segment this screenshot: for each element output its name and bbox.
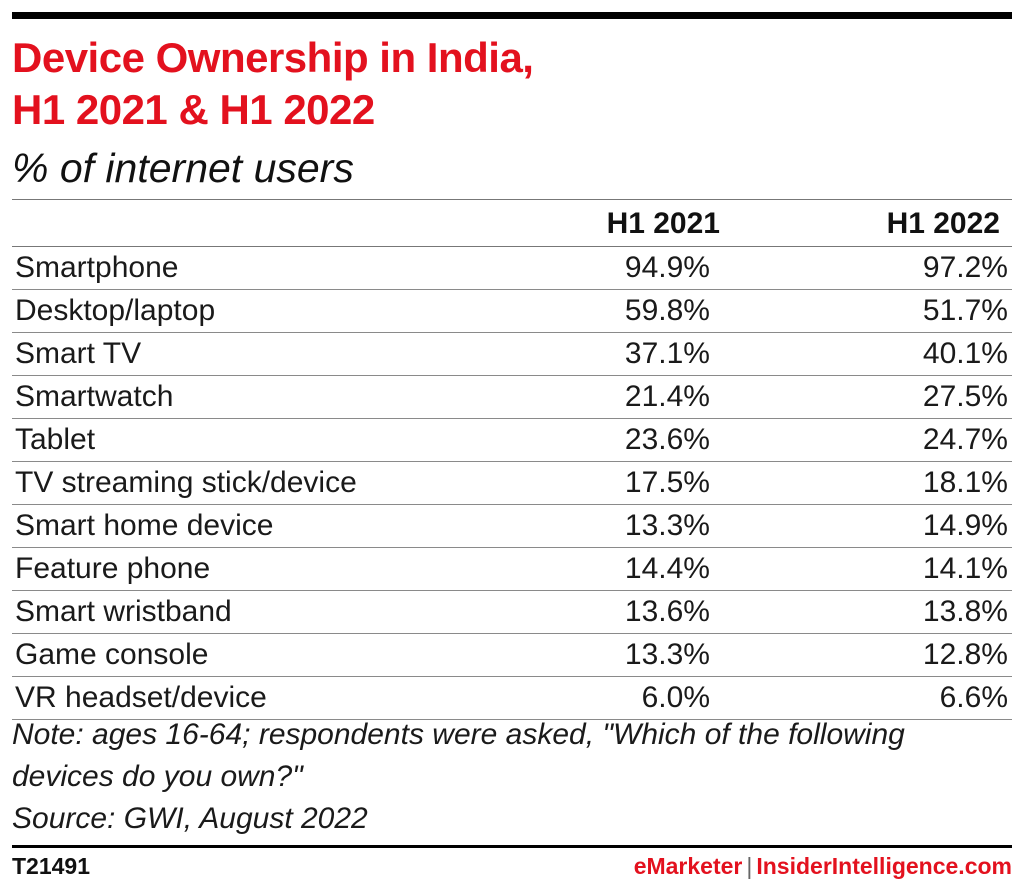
row-label: Desktop/laptop bbox=[15, 294, 216, 327]
value-h1-2021: 23.6% bbox=[624, 423, 710, 456]
top-rule bbox=[12, 12, 1012, 19]
header-bottom-rule bbox=[12, 246, 1012, 247]
row-label: Game console bbox=[15, 638, 209, 671]
value-h1-2022: 40.1% bbox=[922, 337, 1008, 370]
value-h1-2022: 24.7% bbox=[922, 423, 1008, 456]
value-h1-2021: 59.8% bbox=[624, 294, 710, 327]
column-header-h1-2021: H1 2021 bbox=[606, 207, 720, 240]
table-row: VR headset/device 6.0% 6.6% bbox=[12, 677, 1012, 720]
row-label: Smartphone bbox=[15, 251, 179, 284]
value-h1-2022: 6.6% bbox=[939, 681, 1008, 714]
table-row: Smart home device 13.3% 14.9% bbox=[12, 505, 1012, 548]
table-row: Game console 13.3% 12.8% bbox=[12, 634, 1012, 677]
table-row: Feature phone 14.4% 14.1% bbox=[12, 548, 1012, 591]
table-row: TV streaming stick/device 17.5% 18.1% bbox=[12, 462, 1012, 505]
row-label: TV streaming stick/device bbox=[15, 466, 357, 499]
row-label: VR headset/device bbox=[15, 681, 267, 714]
row-label: Feature phone bbox=[15, 552, 211, 585]
table-row: Smartphone 94.9% 97.2% bbox=[12, 247, 1012, 290]
chart-source: Source: GWI, August 2022 bbox=[12, 802, 368, 835]
value-h1-2021: 13.6% bbox=[624, 595, 710, 628]
table-row: Desktop/laptop 59.8% 51.7% bbox=[12, 290, 1012, 333]
value-h1-2021: 21.4% bbox=[624, 380, 710, 413]
value-h1-2022: 18.1% bbox=[922, 466, 1008, 499]
brand-separator: | bbox=[746, 853, 753, 879]
table-row: Tablet 23.6% 24.7% bbox=[12, 419, 1012, 462]
chart-id: T21491 bbox=[12, 853, 91, 879]
value-h1-2021: 37.1% bbox=[624, 337, 710, 370]
value-h1-2022: 14.9% bbox=[922, 509, 1008, 542]
value-h1-2021: 14.4% bbox=[624, 552, 710, 585]
row-label: Smart home device bbox=[15, 509, 274, 542]
table-row: Smartwatch 21.4% 27.5% bbox=[12, 376, 1012, 419]
value-h1-2022: 97.2% bbox=[922, 251, 1008, 284]
row-label: Smart wristband bbox=[15, 595, 232, 628]
value-h1-2021: 13.3% bbox=[624, 509, 710, 542]
header-top-rule bbox=[12, 199, 1012, 200]
value-h1-2022: 12.8% bbox=[922, 638, 1008, 671]
value-h1-2022: 27.5% bbox=[922, 380, 1008, 413]
title-line-1: Device Ownership in India, bbox=[12, 34, 534, 81]
column-header-h1-2022: H1 2022 bbox=[886, 207, 1000, 240]
brand-emarketer: eMarketer bbox=[633, 853, 743, 879]
table-header: H1 2021 H1 2022 bbox=[12, 202, 1012, 246]
title-line-2: H1 2021 & H1 2022 bbox=[12, 86, 375, 133]
value-h1-2022: 13.8% bbox=[922, 595, 1008, 628]
chart-subtitle: % of internet users bbox=[12, 145, 354, 191]
footer-rule bbox=[12, 845, 1012, 848]
row-label: Smartwatch bbox=[15, 380, 174, 413]
table-body: Smartphone 94.9% 97.2% Desktop/laptop 59.8% 5… bbox=[12, 247, 1012, 720]
brand-insider-intelligence: InsiderIntelligence.com bbox=[756, 853, 1012, 879]
table-row: Smart wristband 13.6% 13.8% bbox=[12, 591, 1012, 634]
value-h1-2021: 13.3% bbox=[624, 638, 710, 671]
row-label: Tablet bbox=[15, 423, 96, 456]
chart-note: Note: ages 16-64; respondents were asked… bbox=[12, 718, 905, 793]
value-h1-2022: 14.1% bbox=[922, 552, 1008, 585]
footer-brand: eMarketer | InsiderIntelligence.com bbox=[634, 851, 1012, 881]
value-h1-2021: 94.9% bbox=[624, 251, 710, 284]
chart-title: Device Ownership in India, H1 2021 & H1 … bbox=[12, 32, 534, 136]
table-row: Smart TV 37.1% 40.1% bbox=[12, 333, 1012, 376]
value-h1-2022: 51.7% bbox=[922, 294, 1008, 327]
value-h1-2021: 17.5% bbox=[624, 466, 710, 499]
row-label: Smart TV bbox=[15, 337, 142, 370]
value-h1-2021: 6.0% bbox=[641, 681, 710, 714]
